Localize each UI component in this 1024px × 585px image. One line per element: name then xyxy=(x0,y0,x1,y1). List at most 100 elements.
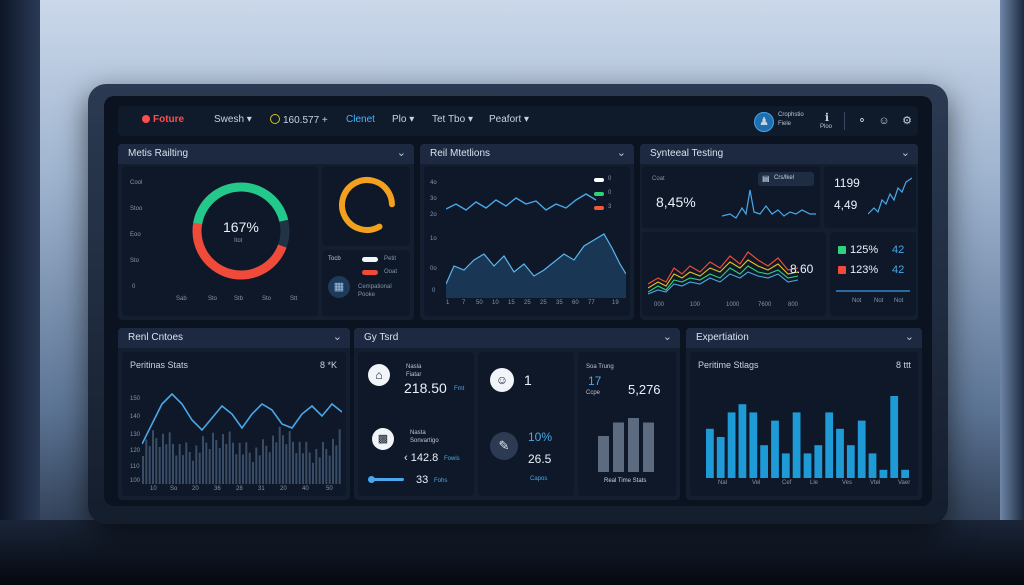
bar xyxy=(803,453,812,478)
panel-title: Gy Tsrd xyxy=(364,332,399,343)
panel-title: Reil Mtetlions xyxy=(430,148,491,159)
x-tick: Stt xyxy=(290,296,298,302)
y-tick: Stoo xyxy=(130,206,143,212)
background-bar xyxy=(338,429,341,484)
menu-swesh[interactable]: Swesh ▾ xyxy=(214,114,252,125)
x-tick: Vel xyxy=(752,480,761,486)
background-bar xyxy=(328,455,331,484)
background-bar xyxy=(308,452,311,484)
x-tick: Lle xyxy=(810,480,819,486)
help-icon[interactable]: ☺ xyxy=(878,115,890,127)
x-tick: Sto xyxy=(208,296,218,302)
menu-tet-tbo[interactable]: Tet Tbo ▾ xyxy=(432,114,473,125)
gauge-ring xyxy=(192,182,290,280)
background-bar xyxy=(165,444,168,484)
balance-value: 160.577 + xyxy=(283,115,328,126)
x-tick: Vaer xyxy=(898,480,911,486)
coin-icon xyxy=(270,114,280,124)
background-bar xyxy=(148,446,151,484)
card-subtitle: Peritinas Stats xyxy=(130,360,189,370)
metric-label-1: Nasla xyxy=(406,364,422,370)
bar xyxy=(643,422,654,472)
dashboard-screen: Foture Swesh ▾ 160.577 + Clenet Plo ▾ Te… xyxy=(104,96,932,506)
legend-swatch xyxy=(594,206,604,210)
exp-bars xyxy=(706,396,909,478)
settings-icon[interactable]: ⚙ xyxy=(902,115,912,127)
stat-underline xyxy=(836,290,910,292)
x-tick: 19 xyxy=(612,300,619,306)
bar xyxy=(857,420,866,478)
notification-icon[interactable]: ⚬ xyxy=(857,115,867,127)
user-avatar-icon[interactable]: ♟ xyxy=(754,112,774,132)
pencil-icon[interactable]: ✎ xyxy=(490,432,518,460)
x-tick: 35 xyxy=(556,300,563,306)
background-bar xyxy=(245,442,248,484)
kpi-badge-label: Crs/lkel xyxy=(774,175,795,181)
stat-1: 125% xyxy=(850,244,879,256)
progress-slider[interactable] xyxy=(370,478,404,481)
x-tick: 50 xyxy=(326,486,333,492)
y-tick: Eoo xyxy=(130,232,141,238)
background-bar xyxy=(258,455,261,484)
gauge-value: 167% xyxy=(223,219,259,235)
kpi-label: Coat xyxy=(652,176,665,182)
slider-handle[interactable] xyxy=(368,476,375,483)
panel-header: Synteeal Testing ⌄ xyxy=(640,144,918,164)
background-bar xyxy=(188,452,191,484)
background-bar xyxy=(145,439,148,484)
menu-peafort[interactable]: Peafort ▾ xyxy=(489,114,530,125)
brand-logo[interactable]: Foture xyxy=(142,114,184,125)
panel-experiation: Expertiation ⌄ Peritime Stlags 8 ttt Nal… xyxy=(686,328,922,500)
bar xyxy=(814,445,823,478)
y-tick: 2o xyxy=(430,212,437,218)
background-bar xyxy=(295,453,298,484)
card-badge: 8 ttt xyxy=(896,360,912,370)
background-bar xyxy=(252,462,254,484)
card-subtitle: Peritime Stlags xyxy=(698,360,759,370)
x-tick: Not xyxy=(874,298,884,304)
bar xyxy=(890,396,899,478)
wave-chart-card: Peritinas Stats 8 *K 150 140 130 120 110… xyxy=(122,352,346,496)
menu-plo[interactable]: Plo ▾ xyxy=(392,114,415,125)
stat-2: 123% xyxy=(850,264,879,276)
bar xyxy=(628,418,639,472)
chevron-down-icon[interactable]: ⌄ xyxy=(616,147,626,159)
gauge-card: Cool Stoo Eoo Sto 0 167% Itot Sab Sto St… xyxy=(122,166,318,316)
background-bar xyxy=(215,440,218,484)
stat-swatch-red xyxy=(838,266,846,274)
left-wall xyxy=(0,0,40,585)
background-bar xyxy=(158,447,161,484)
background-bar xyxy=(172,443,174,484)
kpi-badge[interactable]: ▤ Crs/lkel xyxy=(758,172,814,186)
x-tick: 25 xyxy=(524,300,531,306)
bar xyxy=(825,412,834,478)
chevron-down-icon[interactable]: ⌄ xyxy=(332,331,342,343)
edit-card-percent: 10% xyxy=(528,430,553,444)
menu-balance[interactable]: 160.577 + xyxy=(270,114,328,126)
chevron-down-icon[interactable]: ⌄ xyxy=(904,331,914,343)
metric-value-3: 33 xyxy=(416,474,429,486)
metric-label-3: Nasta xyxy=(410,430,426,436)
menu-clenet[interactable]: Clenet xyxy=(346,114,375,125)
series-line-top xyxy=(446,193,597,211)
chevron-down-icon[interactable]: ⌄ xyxy=(396,147,406,159)
background-bar xyxy=(168,432,171,484)
info-icon[interactable]: ℹ xyxy=(824,112,830,124)
y-tick: 0o xyxy=(430,266,437,272)
chevron-down-icon[interactable]: ⌄ xyxy=(662,331,672,343)
user-card-icon: ▩ xyxy=(372,428,394,450)
kpi-card-2: 1199 4,49 xyxy=(824,166,916,228)
panel-header: Reil Mtetlions ⌄ xyxy=(420,144,634,164)
bar xyxy=(749,412,758,478)
chevron-down-icon[interactable]: ⌄ xyxy=(900,147,910,159)
metric-unit: Fmt xyxy=(454,386,465,392)
bar xyxy=(781,453,790,478)
kpi-value-1: 1199 xyxy=(834,176,860,190)
panel-synthesis-testing: Synteeal Testing ⌄ Coat 8,45% ▤ Crs/lkel… xyxy=(640,144,918,320)
stat-card: 125% 42 123% 42 Not Not Not xyxy=(830,232,916,316)
x-tick: 50 xyxy=(476,300,483,306)
background-bar xyxy=(318,457,321,484)
legend-item: 0 xyxy=(608,190,612,196)
background-bar xyxy=(298,441,301,484)
legend-footer-2: Pooke xyxy=(358,292,376,298)
